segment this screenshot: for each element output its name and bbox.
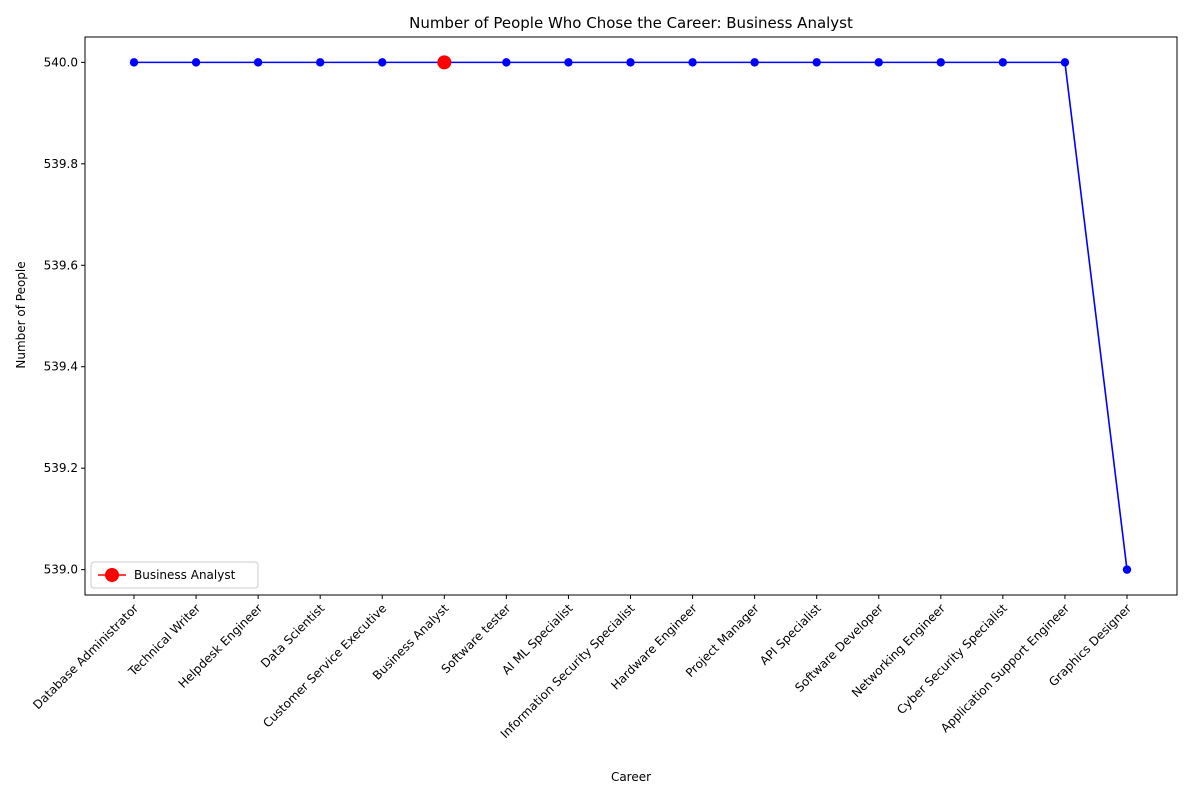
x-tick-label: Information Security Specialist xyxy=(498,601,638,741)
plot-area: 539.0 539.2 539.4 539.6 539.8 540.0 Database A… xyxy=(30,36,1178,741)
legend-marker xyxy=(105,568,119,582)
highlight-point xyxy=(437,55,452,70)
y-tick-label: 539.6 xyxy=(44,258,78,272)
series-line xyxy=(134,61,1128,570)
y-tick-label: 539.4 xyxy=(44,360,78,374)
chart-title: Number of People Who Chose the Career: B… xyxy=(409,14,853,32)
y-tick-label: 539.0 xyxy=(44,563,78,577)
x-axis-label: Career xyxy=(611,770,651,784)
data-point xyxy=(564,58,573,67)
x-tick-label: Application Support Engineer xyxy=(938,601,1072,735)
y-tick-label: 539.8 xyxy=(44,157,78,171)
data-point xyxy=(378,58,387,67)
data-point xyxy=(1060,58,1070,67)
data-point xyxy=(750,58,759,67)
data-point xyxy=(688,58,697,67)
x-tick-label: Database Administrator xyxy=(30,601,141,712)
y-axis-label: Number of People xyxy=(14,261,28,368)
data-point xyxy=(626,58,635,67)
data-point xyxy=(129,58,139,67)
data-point xyxy=(812,58,821,67)
legend-box xyxy=(90,561,259,589)
x-tick-label: API Specialist xyxy=(757,601,824,668)
data-point xyxy=(874,58,883,67)
data-point xyxy=(502,58,511,67)
data-point xyxy=(1122,565,1132,574)
data-point xyxy=(253,58,263,67)
x-tick-label: Data Scientist xyxy=(258,601,328,671)
legend-label: Business Analyst xyxy=(134,568,236,582)
y-tick-label: 540.0 xyxy=(44,55,78,69)
data-point xyxy=(315,58,325,67)
y-tick-label: 539.2 xyxy=(44,461,78,475)
data-point xyxy=(936,58,946,67)
data-point xyxy=(998,58,1008,67)
data-point xyxy=(191,58,201,67)
x-tick-label: Customer Service Executive xyxy=(260,601,389,730)
legend: Business Analyst xyxy=(90,561,259,589)
plot-frame xyxy=(84,36,1178,596)
x-tick-label: Cyber Security Specialist xyxy=(894,601,1010,717)
